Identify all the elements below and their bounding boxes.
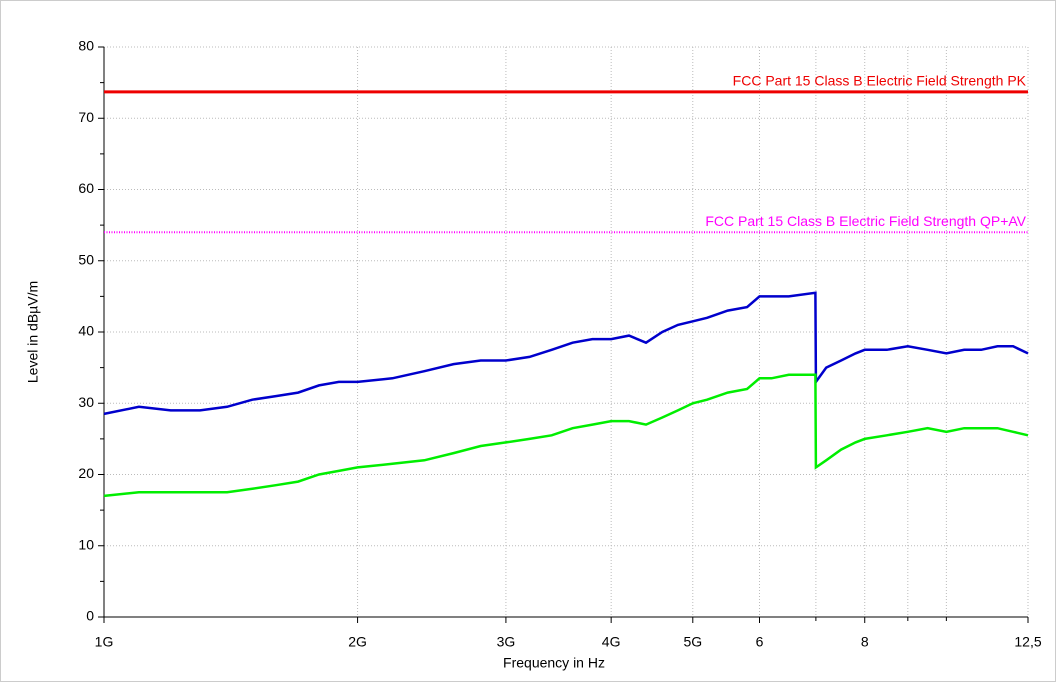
y-tick-label: 80 (78, 38, 94, 54)
x-tick-label: 12,5 (1014, 634, 1041, 650)
y-tick-label: 60 (78, 180, 94, 196)
x-tick-label: 4G (602, 634, 621, 650)
y-tick-label: 30 (78, 394, 94, 410)
y-tick-label: 10 (78, 536, 94, 552)
y-tick-label: 40 (78, 323, 94, 339)
x-tick-label: 8 (861, 634, 869, 650)
x-axis-label: Frequency in Hz (503, 655, 605, 671)
x-tick-label: 2G (348, 634, 367, 650)
y-tick-label: 0 (86, 608, 94, 624)
x-tick-label: 6 (756, 634, 764, 650)
trace (103, 373, 1029, 498)
limit-label: FCC Part 15 Class B Electric Field Stren… (733, 73, 1027, 89)
y-tick-label: 50 (78, 251, 94, 267)
trace (103, 291, 1029, 416)
y-axis-label: Level in dBµV/m (25, 281, 41, 383)
x-tick-label: 5G (683, 634, 702, 650)
y-tick-label: 70 (78, 109, 94, 125)
y-tick-label: 20 (78, 465, 94, 481)
limit-label: FCC Part 15 Class B Electric Field Stren… (705, 213, 1026, 229)
x-tick-label: 1G (95, 634, 114, 650)
x-tick-label: 3G (497, 634, 516, 650)
